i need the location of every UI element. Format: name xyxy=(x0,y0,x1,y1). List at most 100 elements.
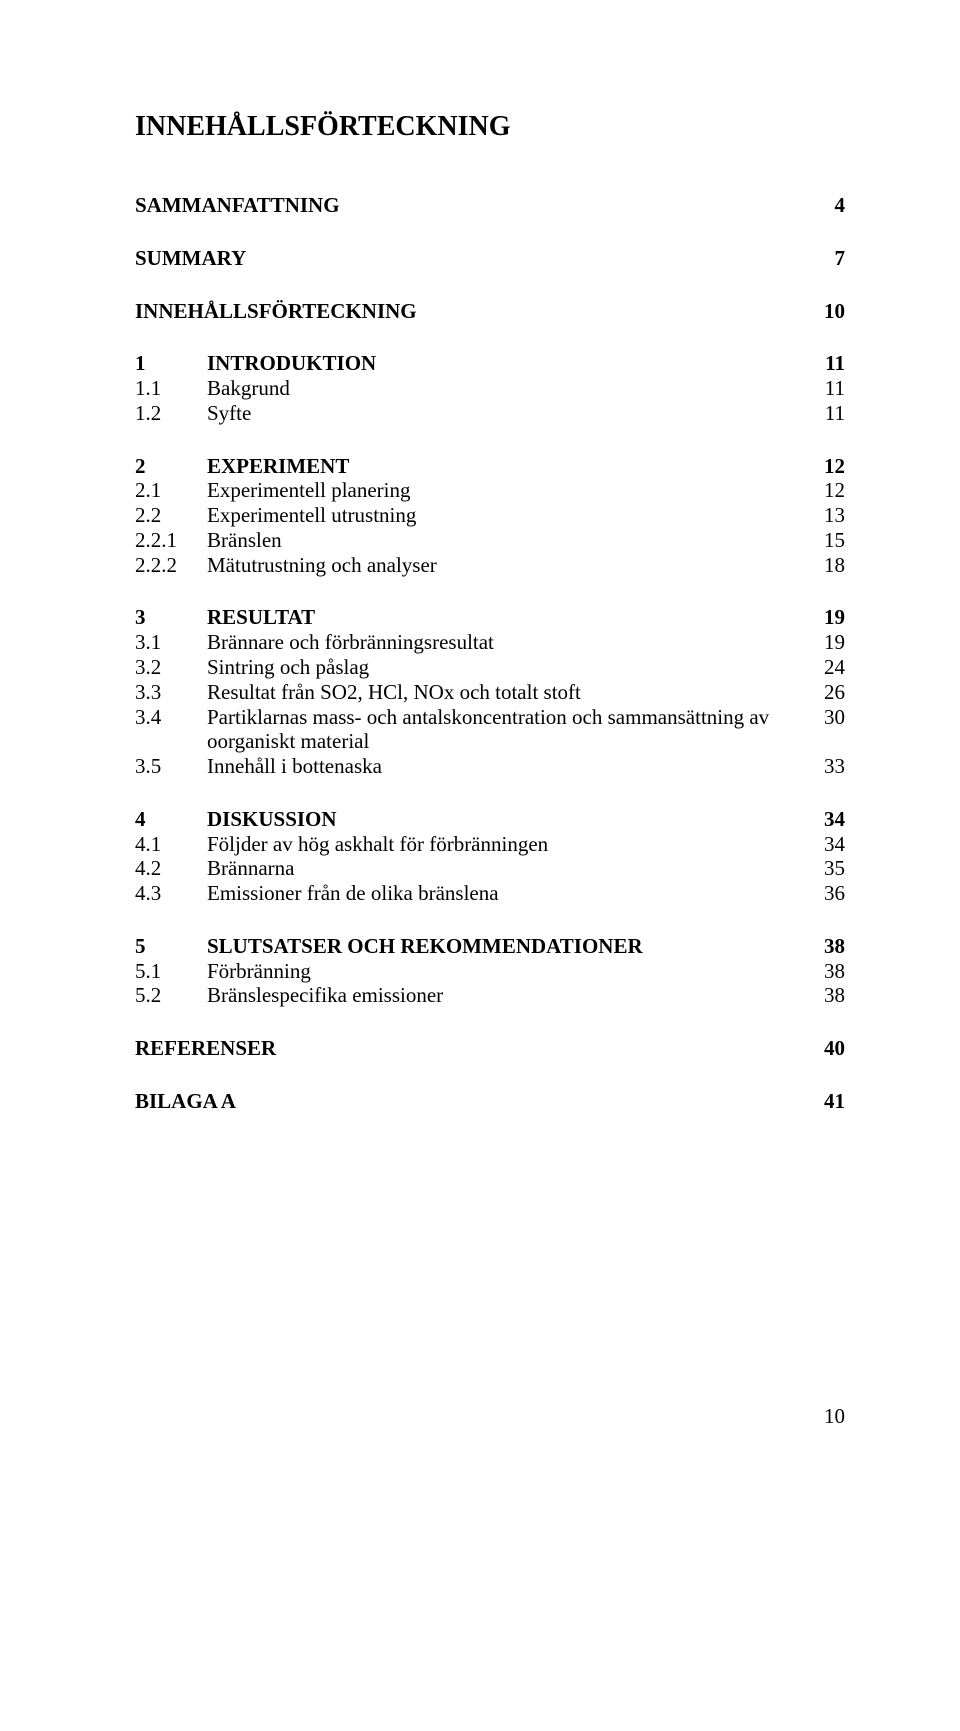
toc-entry-page: 4 xyxy=(800,193,845,218)
toc-entry-number: 4.3 xyxy=(135,881,207,906)
toc-entry-page: 19 xyxy=(800,605,845,630)
toc-entry-label: Bränslespecifika emissioner xyxy=(207,983,800,1008)
toc-entry-page: 38 xyxy=(800,983,845,1008)
toc-entry-page: 7 xyxy=(800,246,845,271)
toc-entry-label: Följder av hög askhalt för förbränningen xyxy=(207,832,800,857)
toc-entry-page: 30 xyxy=(800,705,845,730)
toc-row: 4DISKUSSION34 xyxy=(135,807,845,832)
toc-entry-page: 34 xyxy=(800,807,845,832)
toc-entry-label: Partiklarnas mass- och antalskoncentrati… xyxy=(207,705,800,755)
toc-row: 4.3Emissioner från de olika bränslena36 xyxy=(135,881,845,906)
toc-entry-page: 11 xyxy=(800,351,845,376)
toc-section: 4DISKUSSION344.1Följder av hög askhalt f… xyxy=(135,807,845,906)
toc-entry-label: Bränslen xyxy=(207,528,800,553)
toc-section: BILAGA A41 xyxy=(135,1089,845,1114)
toc-row: INNEHÅLLSFÖRTECKNING10 xyxy=(135,299,845,324)
toc-entry-label: Förbränning xyxy=(207,959,800,984)
toc-row: 3.2Sintring och påslag24 xyxy=(135,655,845,680)
toc-entry-label: Sintring och påslag xyxy=(207,655,800,680)
toc-entry-number: 2.1 xyxy=(135,478,207,503)
page-number-footer: 10 xyxy=(135,1404,845,1429)
toc-entry-page: 40 xyxy=(800,1036,845,1061)
toc-row: 1.1Bakgrund11 xyxy=(135,376,845,401)
toc-entry-page: 19 xyxy=(800,630,845,655)
toc-row: SUMMARY7 xyxy=(135,246,845,271)
toc-entry-label: RESULTAT xyxy=(207,605,800,630)
toc-section: INNEHÅLLSFÖRTECKNING10 xyxy=(135,299,845,324)
toc-entry-number: 2.2.1 xyxy=(135,528,207,553)
toc-entry-page: 34 xyxy=(800,832,845,857)
toc-entry-label: Emissioner från de olika bränslena xyxy=(207,881,800,906)
toc-entry-page: 15 xyxy=(800,528,845,553)
toc-entry-label: SAMMANFATTNING xyxy=(135,193,800,218)
toc-entry-label: REFERENSER xyxy=(135,1036,800,1061)
toc-entry-number: 3.2 xyxy=(135,655,207,680)
toc-entry-page: 38 xyxy=(800,959,845,984)
toc-entry-label: EXPERIMENT xyxy=(207,454,800,479)
toc-row: SAMMANFATTNING4 xyxy=(135,193,845,218)
toc-section: REFERENSER40 xyxy=(135,1036,845,1061)
toc-entry-label: DISKUSSION xyxy=(207,807,800,832)
toc-entry-number: 1.1 xyxy=(135,376,207,401)
toc-entry-number: 5.2 xyxy=(135,983,207,1008)
toc-row: 5.1Förbränning38 xyxy=(135,959,845,984)
table-of-contents: SAMMANFATTNING4SUMMARY7INNEHÅLLSFÖRTECKN… xyxy=(135,193,845,1114)
toc-entry-label: INNEHÅLLSFÖRTECKNING xyxy=(135,299,800,324)
toc-row: 2.2.1Bränslen15 xyxy=(135,528,845,553)
toc-entry-number: 3.5 xyxy=(135,754,207,779)
toc-entry-number: 4.1 xyxy=(135,832,207,857)
toc-row: 3.3Resultat från SO2, HCl, NOx och total… xyxy=(135,680,845,705)
toc-row: 2.2Experimentell utrustning13 xyxy=(135,503,845,528)
toc-entry-number: 1.2 xyxy=(135,401,207,426)
toc-row: 3.4Partiklarnas mass- och antalskoncentr… xyxy=(135,705,845,755)
toc-entry-number: 5 xyxy=(135,934,207,959)
toc-entry-number: 2.2 xyxy=(135,503,207,528)
toc-entry-label: Brännare och förbränningsresultat xyxy=(207,630,800,655)
toc-section: SUMMARY7 xyxy=(135,246,845,271)
toc-entry-page: 11 xyxy=(800,401,845,426)
toc-entry-page: 36 xyxy=(800,881,845,906)
toc-row: 2.2.2Mätutrustning och analyser18 xyxy=(135,553,845,578)
toc-entry-label: Syfte xyxy=(207,401,800,426)
toc-entry-label: SUMMARY xyxy=(135,246,800,271)
toc-entry-page: 38 xyxy=(800,934,845,959)
toc-section: 2EXPERIMENT122.1Experimentell planering1… xyxy=(135,454,845,578)
toc-entry-page: 12 xyxy=(800,478,845,503)
toc-entry-number: 3.4 xyxy=(135,705,207,730)
toc-entry-number: 2.2.2 xyxy=(135,553,207,578)
toc-entry-label: Brännarna xyxy=(207,856,800,881)
toc-entry-page: 41 xyxy=(800,1089,845,1114)
toc-row: 4.2Brännarna35 xyxy=(135,856,845,881)
toc-entry-number: 4.2 xyxy=(135,856,207,881)
toc-entry-page: 35 xyxy=(800,856,845,881)
toc-entry-label: Mätutrustning och analyser xyxy=(207,553,800,578)
toc-entry-page: 12 xyxy=(800,454,845,479)
toc-row: REFERENSER40 xyxy=(135,1036,845,1061)
toc-section: SAMMANFATTNING4 xyxy=(135,193,845,218)
toc-row: 1.2Syfte11 xyxy=(135,401,845,426)
toc-section: 3RESULTAT193.1Brännare och förbränningsr… xyxy=(135,605,845,778)
toc-entry-number: 4 xyxy=(135,807,207,832)
toc-row: 3.1Brännare och förbränningsresultat19 xyxy=(135,630,845,655)
toc-row: 2EXPERIMENT12 xyxy=(135,454,845,479)
toc-entry-number: 3.3 xyxy=(135,680,207,705)
toc-entry-page: 13 xyxy=(800,503,845,528)
toc-entry-label: SLUTSATSER OCH REKOMMENDATIONER xyxy=(207,934,800,959)
toc-row: 5.2Bränslespecifika emissioner38 xyxy=(135,983,845,1008)
toc-row: 5SLUTSATSER OCH REKOMMENDATIONER38 xyxy=(135,934,845,959)
toc-entry-label: Bakgrund xyxy=(207,376,800,401)
toc-entry-number: 1 xyxy=(135,351,207,376)
toc-entry-number: 5.1 xyxy=(135,959,207,984)
toc-entry-page: 33 xyxy=(800,754,845,779)
toc-row: 3.5Innehåll i bottenaska33 xyxy=(135,754,845,779)
toc-entry-page: 18 xyxy=(800,553,845,578)
toc-entry-page: 26 xyxy=(800,680,845,705)
toc-entry-label: Experimentell utrustning xyxy=(207,503,800,528)
toc-row: 4.1Följder av hög askhalt för förbrännin… xyxy=(135,832,845,857)
toc-entry-label: INTRODUKTION xyxy=(207,351,800,376)
toc-entry-page: 24 xyxy=(800,655,845,680)
toc-section: 1INTRODUKTION111.1Bakgrund111.2Syfte11 xyxy=(135,351,845,425)
toc-entry-number: 2 xyxy=(135,454,207,479)
toc-entry-page: 11 xyxy=(800,376,845,401)
toc-entry-page: 10 xyxy=(800,299,845,324)
